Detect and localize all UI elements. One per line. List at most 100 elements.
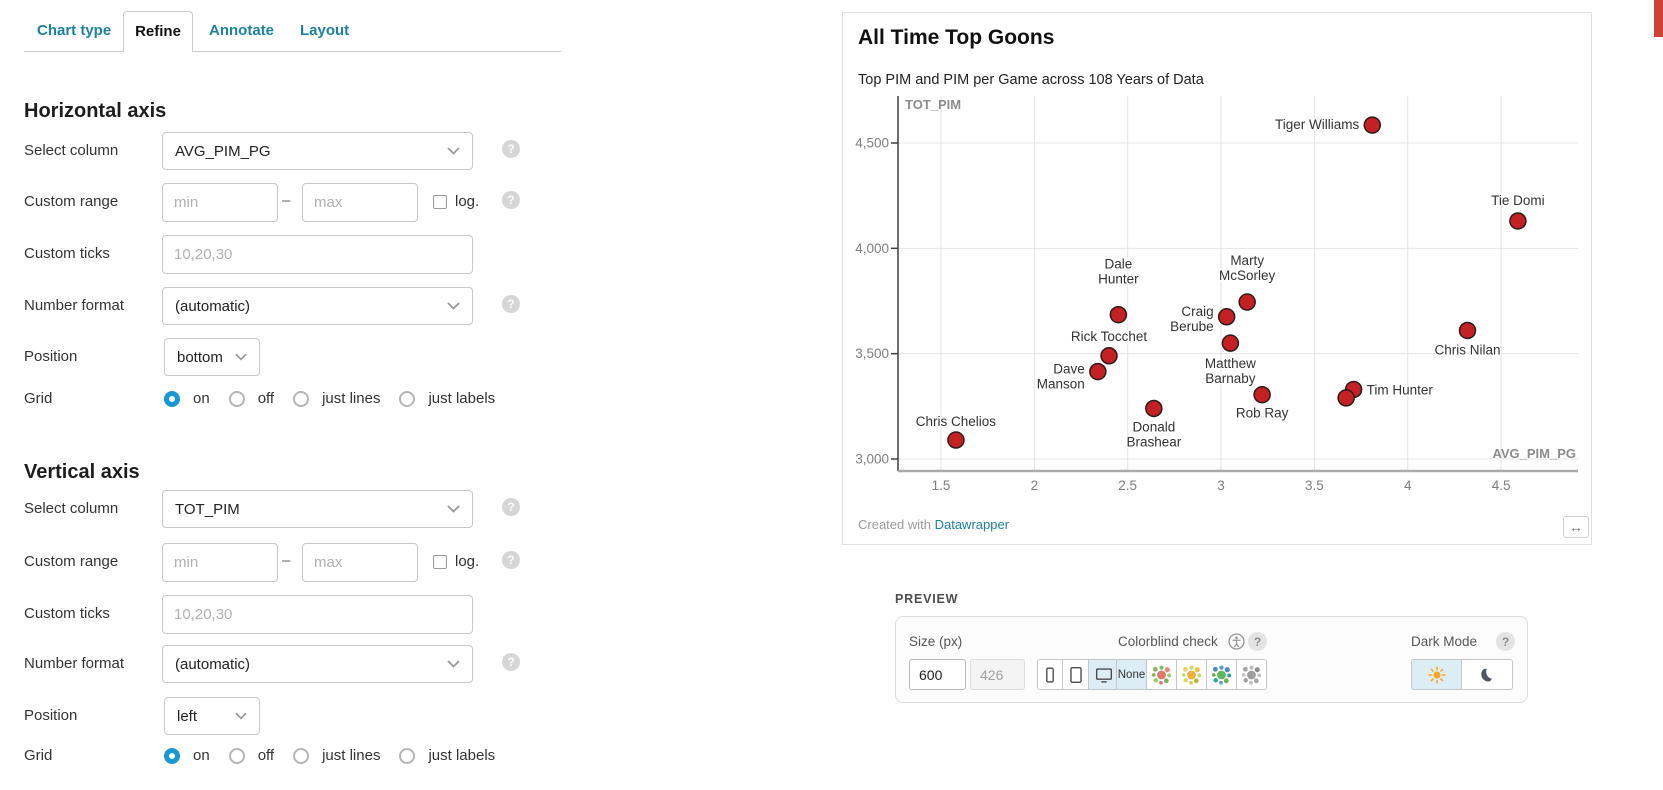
h-grid-just-lines-radio[interactable] (293, 390, 310, 407)
v-number-format-select[interactable]: (automatic) (162, 645, 473, 683)
v-select-column-label: Select column (24, 500, 119, 517)
point-label: Tie Domi (1491, 193, 1545, 208)
desktop-icon (1095, 667, 1112, 683)
accessibility-icon (1228, 633, 1245, 650)
h-grid-off-radio[interactable] (228, 390, 245, 407)
v-position-select[interactable]: left (164, 697, 260, 735)
help-icon[interactable]: ? (502, 295, 520, 313)
h-position-value: bottom (177, 348, 223, 366)
scatter-point[interactable] (1109, 305, 1128, 324)
dark-mode-button[interactable] (1462, 659, 1513, 690)
h-ticks-input[interactable]: 10,20,30 (162, 235, 473, 274)
v-grid-just-labels-radio[interactable] (399, 747, 416, 764)
v-grid-just-lines-radio[interactable] (293, 747, 310, 764)
colorblind-tritanopia-button[interactable] (1207, 659, 1237, 690)
colorblind-deuteranopia-button[interactable] (1147, 659, 1177, 690)
h-number-format-label: Number format (24, 297, 125, 314)
chevron-down-icon (447, 505, 460, 513)
tab-annotate[interactable]: Annotate (209, 22, 274, 39)
colorblind-dots-icon (1242, 665, 1262, 685)
scatter-point[interactable] (1221, 334, 1240, 352)
help-icon[interactable]: ? (502, 551, 520, 569)
h-log-checkbox[interactable] (433, 195, 447, 209)
v-custom-range-row: Custom range min – max log. ? (24, 543, 564, 583)
chart-preview-card: 1.5 2 2.5 3 3.5 4 4.5 3,000 3,500 4,000 4,500 TOT_P… (842, 12, 1592, 545)
v-grid-on-radio[interactable] (164, 747, 180, 764)
help-icon[interactable]: ? (502, 191, 520, 209)
datawrapper-link[interactable]: Datawrapper (934, 517, 1010, 532)
h-position-row: Position bottom (24, 338, 564, 378)
x-tick-label: 2 (1031, 478, 1039, 493)
scatter-point[interactable] (1458, 321, 1477, 340)
tablet-preview-button[interactable] (1063, 659, 1089, 690)
help-icon[interactable]: ? (502, 653, 520, 671)
v-ticks-input[interactable]: 10,20,30 (162, 595, 473, 634)
h-range-min-input[interactable]: min (162, 183, 278, 222)
scatter-plot: 1.5 2 2.5 3 3.5 4 4.5 3,000 3,500 4,000 4,500 TOT_P… (855, 96, 1578, 493)
mobile-preview-button[interactable] (1037, 659, 1063, 690)
v-number-format-value: (automatic) (175, 655, 251, 673)
width-input[interactable]: 600 (909, 659, 966, 690)
scatter-point[interactable] (1509, 212, 1527, 230)
tab-layout[interactable]: Layout (300, 22, 350, 39)
help-icon[interactable]: ? (1248, 632, 1267, 651)
editor-tabbar: Chart type Refine Annotate Layout (24, 0, 561, 53)
colorblind-dots-icon (1182, 665, 1202, 685)
preview-heading: PREVIEW (895, 592, 959, 606)
h-position-select[interactable]: bottom (164, 338, 260, 376)
x-tick-label: 4.5 (1492, 478, 1511, 493)
tab-chart-type[interactable]: Chart type (37, 22, 112, 39)
v-custom-ticks-label: Custom ticks (24, 605, 110, 622)
scatter-point[interactable] (1089, 362, 1107, 381)
y-axis-title: TOT_PIM (905, 97, 961, 112)
scatter-point[interactable] (1253, 385, 1271, 404)
h-select-column-label: Select column (24, 142, 119, 159)
h-column-select[interactable]: AVG_PIM_PG (162, 132, 473, 170)
h-column-value: AVG_PIM_PG (175, 142, 271, 160)
x-tick-label: 3.5 (1305, 478, 1324, 493)
h-custom-ticks-row: Custom ticks 10,20,30 (24, 235, 564, 275)
v-grid-on-label: on (193, 747, 210, 764)
v-grid-row: Grid on off just lines just labels (24, 747, 564, 787)
point-label: Dave Manson (1037, 362, 1085, 392)
scatter-point[interactable] (1238, 293, 1256, 311)
footer-prefix: Created with (858, 517, 935, 532)
scatter-point[interactable] (1100, 347, 1118, 365)
light-mode-button[interactable] (1411, 659, 1462, 690)
colorblind-toggle-group: None (1116, 659, 1267, 690)
h-select-column-row: Select column AVG_PIM_PG ? (24, 132, 564, 172)
help-icon[interactable]: ? (502, 498, 520, 516)
h-range-max-input[interactable]: max (302, 183, 418, 222)
chevron-down-icon (235, 353, 247, 361)
colorblind-none-button[interactable]: None (1116, 659, 1147, 690)
ticks-placeholder: 10,20,30 (174, 606, 233, 623)
colorblind-protanopia-button[interactable] (1177, 659, 1207, 690)
chart-title: All Time Top Goons (858, 26, 1055, 49)
tab-refine[interactable]: Refine (123, 11, 193, 52)
scatter-point[interactable] (947, 431, 965, 449)
h-grid-just-labels-radio[interactable] (399, 390, 416, 407)
v-range-min-input[interactable]: min (162, 543, 278, 582)
scatter-point[interactable] (1363, 116, 1382, 134)
v-column-select[interactable]: TOT_PIM (162, 490, 473, 528)
scatter-point[interactable] (1217, 308, 1236, 326)
scatter-point[interactable] (1145, 399, 1163, 418)
v-grid-off-radio[interactable] (228, 747, 245, 764)
help-icon[interactable]: ? (502, 140, 520, 158)
v-grid-just-lines-label: just lines (322, 747, 381, 764)
v-log-checkbox[interactable] (433, 555, 447, 569)
v-column-value: TOT_PIM (175, 500, 240, 518)
point-label: Rob Ray (1236, 406, 1289, 421)
h-number-format-value: (automatic) (175, 297, 251, 315)
chevron-down-icon (447, 147, 460, 155)
help-icon[interactable]: ? (1496, 632, 1515, 651)
v-range-max-input[interactable]: max (302, 543, 418, 582)
resize-handle[interactable]: ↔ (1563, 516, 1589, 538)
colorblind-monochromacy-button[interactable] (1237, 659, 1267, 690)
h-number-format-select[interactable]: (automatic) (162, 287, 473, 325)
scatter-point[interactable] (1337, 389, 1355, 407)
point-label: Craig Berube (1170, 304, 1214, 334)
mobile-icon (1046, 666, 1054, 683)
h-grid-on-radio[interactable] (164, 390, 180, 407)
desktop-preview-button[interactable] (1089, 659, 1119, 690)
